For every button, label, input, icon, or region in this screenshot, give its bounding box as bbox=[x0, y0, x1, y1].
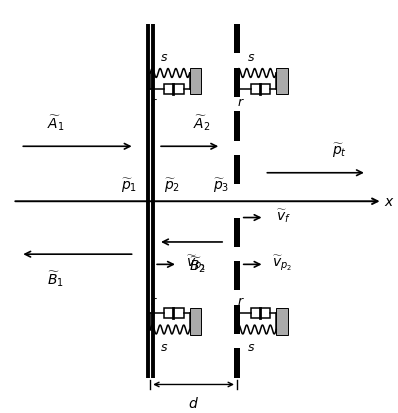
Text: $\widetilde{p}_2$: $\widetilde{p}_2$ bbox=[164, 176, 180, 195]
Bar bbox=[234, 25, 240, 55]
Text: $\widetilde{B}_1$: $\widetilde{B}_1$ bbox=[47, 269, 64, 289]
Text: $\widetilde{v}_{p_2}$: $\widetilde{v}_{p_2}$ bbox=[272, 253, 293, 273]
Bar bbox=[164, 309, 184, 318]
Bar bbox=[276, 69, 288, 95]
Text: $x$: $x$ bbox=[384, 195, 395, 209]
Text: $\widetilde{p}_t$: $\widetilde{p}_t$ bbox=[332, 142, 347, 160]
Bar bbox=[189, 309, 201, 335]
Bar bbox=[251, 85, 270, 95]
Bar bbox=[234, 261, 240, 291]
Text: $\widetilde{A}_2$: $\widetilde{A}_2$ bbox=[193, 113, 210, 133]
Text: $r$: $r$ bbox=[150, 294, 158, 307]
Bar bbox=[234, 349, 240, 377]
Text: $\widetilde{v}_{p_1}$: $\widetilde{v}_{p_1}$ bbox=[186, 253, 206, 273]
Text: $s$: $s$ bbox=[246, 340, 255, 353]
Text: $\widetilde{A}_1$: $\widetilde{A}_1$ bbox=[47, 113, 64, 133]
Text: $d$: $d$ bbox=[188, 395, 199, 410]
Text: $s$: $s$ bbox=[160, 51, 168, 64]
Bar bbox=[234, 69, 240, 98]
Bar bbox=[234, 155, 240, 185]
Bar bbox=[189, 69, 201, 95]
Bar bbox=[234, 305, 240, 334]
Bar bbox=[234, 218, 240, 247]
Text: $\widetilde{p}_3$: $\widetilde{p}_3$ bbox=[213, 176, 229, 195]
Text: $\widetilde{B}_2$: $\widetilde{B}_2$ bbox=[189, 255, 206, 275]
Text: $\widetilde{v}_f$: $\widetilde{v}_f$ bbox=[276, 207, 291, 225]
Text: $r$: $r$ bbox=[237, 294, 245, 307]
Text: $\widetilde{p}_1$: $\widetilde{p}_1$ bbox=[121, 176, 137, 195]
Bar bbox=[234, 112, 240, 141]
Text: $r$: $r$ bbox=[150, 96, 158, 109]
Text: $s$: $s$ bbox=[246, 51, 255, 64]
Bar bbox=[251, 309, 270, 318]
Text: $r$: $r$ bbox=[237, 96, 245, 109]
Text: $s$: $s$ bbox=[160, 340, 168, 353]
Bar bbox=[164, 85, 184, 95]
Bar bbox=[276, 309, 288, 335]
